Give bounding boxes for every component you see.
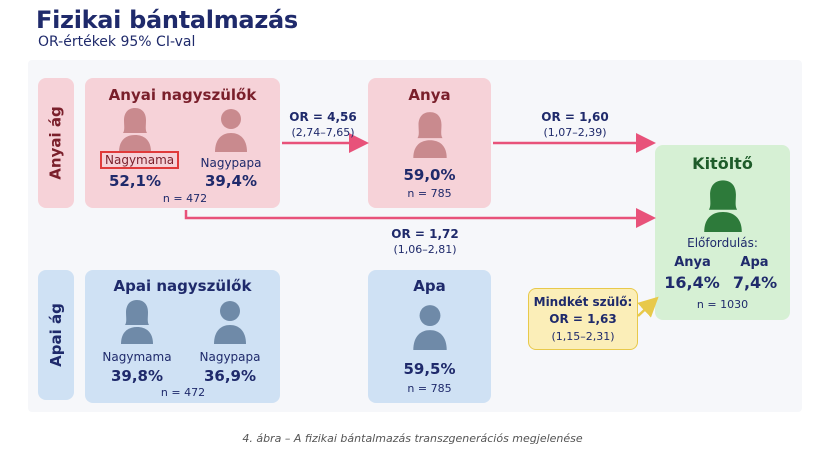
maternal-grandparents-n: n = 472	[162, 192, 208, 205]
both-parents-or: OR = 1,63	[549, 312, 617, 326]
mother-n: n = 785	[407, 187, 452, 200]
maternal-grandfather-value: 39,4%	[204, 172, 258, 190]
respondent-n: n = 1030	[696, 298, 749, 311]
or-gp-to-mother: OR = 4,56	[289, 110, 357, 124]
respondent-box	[655, 145, 790, 320]
or-mother-to-respondent: OR = 1,60	[541, 110, 609, 124]
paternal-grandfather-value: 36,9%	[203, 367, 257, 385]
maternal-grandmother-value: 52,1%	[108, 172, 162, 190]
respondent-header: Kitöltő	[692, 154, 753, 173]
ci-mother-to-respondent: (1,07–2,39)	[543, 126, 607, 139]
page-title: Fizikai bántalmazás	[36, 6, 298, 34]
ci-gp-to-mother: (2,74–7,65)	[291, 126, 355, 139]
paternal-grandfather-label: Nagypapa	[199, 350, 261, 364]
mother-header: Anya	[408, 86, 451, 104]
paternal-side-label: Apai ág	[38, 270, 74, 400]
paternal-grandparents-header: Apai nagyszülők	[113, 277, 252, 295]
respondent-father-value: 7,4%	[732, 273, 778, 292]
maternal-grandfather-label: Nagypapa	[200, 156, 262, 170]
father-header: Apa	[413, 277, 446, 295]
ci-gp-to-respondent: (1,06–2,81)	[393, 243, 457, 256]
maternal-side-label: Anyai ág	[38, 78, 74, 208]
maternal-grandparents-header: Anyai nagyszülők	[108, 86, 257, 104]
maternal-grandmother-label: Nagymama	[100, 151, 180, 169]
both-parents-label: Mindkét szülő:	[533, 295, 633, 309]
respondent-mother-value: 16,4%	[664, 273, 720, 292]
father-n: n = 785	[407, 382, 452, 395]
respondent-prevalence-label: Előfordulás:	[687, 236, 758, 250]
respondent-mother-label: Anya	[674, 255, 711, 270]
father-value: 59,5%	[403, 360, 456, 378]
paternal-grandparents-box	[85, 270, 280, 403]
maternal-grandparents-box	[85, 78, 280, 208]
paternal-grandmother-label: Nagymama	[102, 350, 172, 364]
arrow-gp-to-respondent	[184, 208, 656, 228]
paternal-grandmother-value: 39,8%	[110, 367, 164, 385]
arrow-both-parents	[637, 296, 659, 318]
both-parents-ci: (1,15–2,31)	[551, 330, 615, 343]
mother-value: 59,0%	[403, 166, 456, 184]
figure-caption: 4. ábra – A fizikai bántalmazás transzge…	[242, 432, 583, 445]
both-parents-box	[528, 288, 638, 350]
respondent-father-label: Apa	[740, 255, 769, 270]
paternal-grandparents-n: n = 472	[160, 386, 206, 399]
page-subtitle: OR-értékek 95% CI-val	[38, 34, 196, 50]
or-gp-to-respondent: OR = 1,72	[391, 227, 459, 241]
